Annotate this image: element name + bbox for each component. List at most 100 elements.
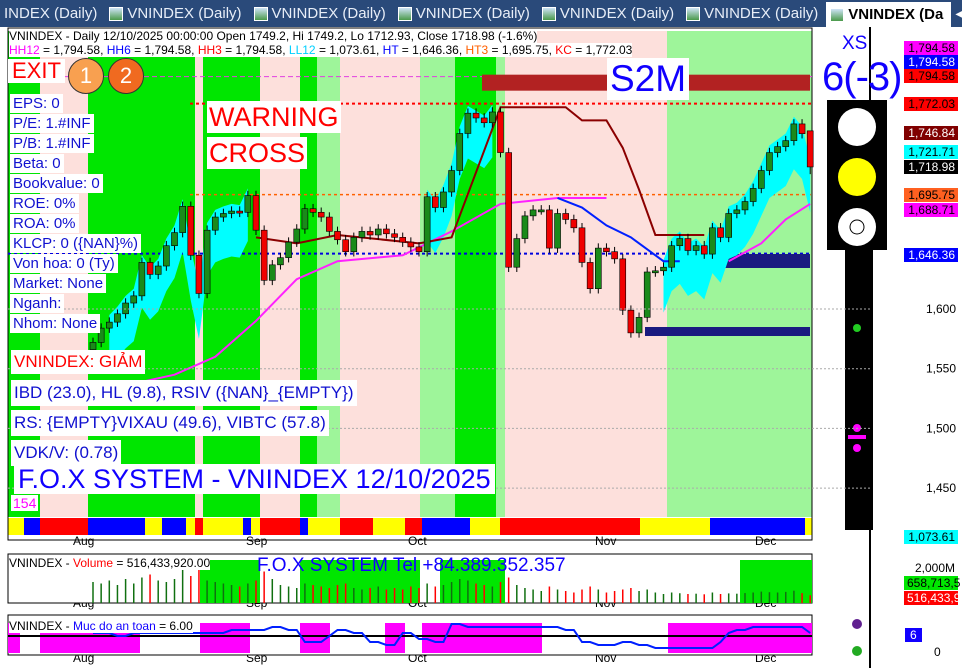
volume-title: VNINDEX - Volume = 516,433,920.00: [9, 556, 211, 570]
light-bottom-icon: [838, 208, 876, 246]
candle-body: [652, 270, 659, 274]
candle-body: [692, 245, 700, 251]
fundamental-item: ROE: 0%: [10, 194, 79, 213]
candle-body: [342, 239, 349, 252]
candle-body: [603, 247, 610, 252]
warning-label: WARNING: [207, 101, 341, 133]
safety-title-part: VNINDEX -: [9, 619, 74, 633]
price-label: 1,695.75: [904, 188, 958, 202]
x-tick-label: Nov: [595, 534, 616, 548]
chart-tab[interactable]: VNINDEX (Da: [826, 2, 952, 27]
candle-body: [798, 123, 806, 134]
candle-body: [749, 188, 757, 202]
level-text: = 1,646.36,: [398, 43, 466, 57]
candle-body: [464, 112, 472, 134]
signal-strip-segment: [640, 518, 710, 535]
fundamental-item: KLCP: 0 ({NAN}%): [10, 234, 142, 253]
chart-header-levels: HH12 = 1,794.58, HH6 = 1,794.58, HH3 = 1…: [9, 43, 633, 57]
trend-band: [340, 31, 420, 517]
volume-band: [740, 560, 812, 603]
candle-body: [374, 228, 382, 236]
chart-tab[interactable]: VNINDEX (Daily): [250, 0, 394, 27]
chart-tab[interactable]: VNINDEX (Daily): [682, 0, 826, 27]
level-text: HT: [382, 43, 399, 57]
volume-title-part: = 516,433,920.00: [113, 556, 211, 570]
signal-strip-segment: [805, 518, 812, 535]
candle-body: [513, 238, 521, 268]
signal-strip-segment: [195, 518, 203, 535]
chart-tab[interactable]: VNINDEX (Daily): [538, 0, 682, 27]
candle-body: [440, 191, 447, 208]
tab-label: VNINDEX (Daily): [127, 5, 242, 22]
exit-label: EXIT: [8, 59, 65, 83]
signal-strip-segment: [251, 518, 260, 535]
candle-body: [366, 231, 374, 236]
light-ring-icon: [849, 219, 865, 235]
candle-body: [187, 206, 195, 256]
price-label: 1,794.58: [904, 69, 958, 83]
candle-body: [383, 228, 390, 235]
candle-body: [806, 130, 814, 168]
trend-ribbon: [427, 104, 493, 253]
level-text: HH12: [9, 43, 40, 57]
fundamental-item: P/B: 1.#INF: [10, 134, 94, 153]
price-tick-label: 1,550: [926, 362, 956, 376]
candle-body: [782, 140, 790, 147]
signal-strip-segment: [500, 518, 640, 535]
fundamental-item: Bookvalue: 0: [10, 174, 103, 193]
candle-body: [741, 201, 749, 211]
trend-band: [505, 31, 667, 517]
safety-band: [385, 623, 405, 653]
level-text: = 1,073.61,: [315, 43, 383, 57]
chart-tab[interactable]: INDEX (Daily): [0, 0, 105, 27]
chart-icon: [686, 6, 701, 21]
candle-body: [774, 146, 781, 153]
candle-body: [717, 227, 724, 238]
price-tick-label: 1,600: [926, 302, 956, 316]
candle-body: [407, 241, 415, 248]
price-label: 1,794.58: [904, 41, 958, 55]
chart-tab[interactable]: VNINDEX (Daily): [105, 0, 249, 27]
signal-strip-segment: [88, 518, 145, 535]
candle-body: [195, 254, 203, 294]
price-label: 1,073.61: [904, 530, 958, 544]
candle-body: [529, 209, 537, 217]
candle-body: [179, 206, 186, 233]
pole-dot: [853, 324, 861, 332]
chart-icon: [397, 6, 412, 21]
candle-body: [334, 231, 341, 241]
candle-body: [546, 209, 553, 249]
level-text: = 1,794.58,: [39, 43, 107, 57]
signal-strip-segment: [405, 518, 422, 535]
fundamental-item: Nganh:: [10, 294, 65, 313]
scroll-left-icon[interactable]: ◀: [955, 5, 962, 21]
chart-tab[interactable]: VNINDEX (Daily): [394, 0, 538, 27]
candle-body: [456, 133, 464, 171]
fundamental-item: EPS: 0: [10, 94, 63, 113]
fundamental-item: Market: None: [10, 274, 107, 293]
candle-body: [285, 241, 292, 258]
stat-line: RS: {EMPTY}VIXAU (49.6), VIBTC (57.8): [11, 410, 329, 436]
candle-body: [252, 195, 260, 231]
volume-title-part: VNINDEX -: [9, 556, 74, 570]
light-top-icon: [838, 108, 876, 146]
signal-strip-segment: [308, 518, 340, 535]
blue-stop-line: [557, 197, 680, 263]
x-tick-label: Aug: [73, 534, 94, 548]
trend-band: [496, 31, 505, 517]
safety-line: [93, 623, 811, 649]
signal-pole: [845, 250, 873, 530]
candle-body: [138, 262, 146, 297]
candle-body: [236, 210, 243, 214]
fundamental-item: Von hoa: 0 (Ty): [10, 254, 118, 273]
support-zone: [645, 327, 810, 336]
candle-body: [154, 265, 162, 275]
candle-body: [757, 170, 765, 189]
x-tick-label: Dec: [755, 534, 776, 548]
volume-axis-label: 2,000M: [914, 561, 955, 575]
chart-header-ohlc: VNINDEX - Daily 12/10/2025 00:00:00 Open…: [9, 29, 538, 43]
signal-strip-segment: [8, 518, 24, 535]
candle-body: [554, 213, 561, 249]
signal-strip-segment: [162, 518, 186, 535]
candle-body: [660, 266, 667, 272]
